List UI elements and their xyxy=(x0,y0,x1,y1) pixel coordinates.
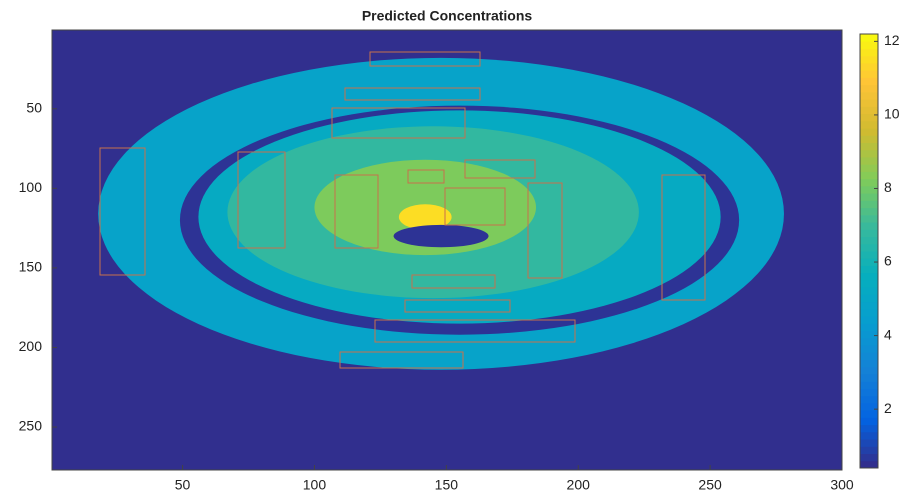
colorbar-cell xyxy=(860,244,878,252)
colorbar-cell xyxy=(860,171,878,179)
colorbar-cell xyxy=(860,432,878,440)
colorbar-cell xyxy=(860,135,878,143)
colorbar-cell xyxy=(860,367,878,375)
colorbar-cell xyxy=(860,229,878,237)
x-tick-label: 250 xyxy=(698,477,722,493)
x-tick-label: 300 xyxy=(830,477,854,493)
colorbar-cell xyxy=(860,34,878,42)
colorbar-cell xyxy=(860,128,878,136)
colorbar-cell xyxy=(860,143,878,151)
colorbar-cell xyxy=(860,287,878,295)
colorbar-cell xyxy=(860,309,878,317)
colorbar-cell xyxy=(860,70,878,78)
colorbar-tick-label: 6 xyxy=(884,253,892,269)
colorbar-cell xyxy=(860,215,878,223)
colorbar-cell xyxy=(860,396,878,404)
colorbar-cell xyxy=(860,85,878,93)
colorbar-tick-label: 2 xyxy=(884,400,892,416)
x-tick-label: 100 xyxy=(303,477,327,493)
y-tick-label: 250 xyxy=(19,418,43,434)
colorbar-cell xyxy=(860,302,878,310)
colorbar-cell xyxy=(860,374,878,382)
colorbar-cell xyxy=(860,222,878,230)
colorbar-cell xyxy=(860,77,878,85)
colorbar-cell xyxy=(860,179,878,187)
x-tick-label: 50 xyxy=(175,477,191,493)
colorbar-cell xyxy=(860,121,878,129)
colorbar-cell xyxy=(860,150,878,158)
chart-title: Predicted Concentrations xyxy=(362,8,533,24)
heatmap-image xyxy=(51,25,852,476)
colorbar-cell xyxy=(860,56,878,64)
colorbar-cell xyxy=(860,251,878,259)
colorbar-cell xyxy=(860,331,878,339)
colorbar-cell xyxy=(860,237,878,245)
colorbar-cell xyxy=(860,360,878,368)
colorbar-cell xyxy=(860,92,878,100)
colorbar-cell xyxy=(860,164,878,172)
colorbar-cell xyxy=(860,106,878,114)
colorbar-cell xyxy=(860,273,878,281)
chart: Predicted Concentrations 501001502002503… xyxy=(0,0,916,498)
colorbar-cell xyxy=(860,280,878,288)
y-tick-label: 200 xyxy=(19,338,43,354)
colorbar-cell xyxy=(860,410,878,418)
colorbar-cell xyxy=(860,446,878,454)
colorbar-cell xyxy=(860,294,878,302)
colorbar-cell xyxy=(860,454,878,462)
colorbar-cell xyxy=(860,157,878,165)
colorbar-cell xyxy=(860,208,878,216)
colorbar-tick-label: 12 xyxy=(884,32,900,48)
colorbar-cell xyxy=(860,425,878,433)
colorbar-cell xyxy=(860,193,878,201)
colorbar-cell xyxy=(860,388,878,396)
page: Predicted Concentrations 501001502002503… xyxy=(0,0,916,498)
colorbar-cell xyxy=(860,352,878,360)
x-tick-label: 150 xyxy=(435,477,459,493)
colorbar-cell xyxy=(860,417,878,425)
colorbar-cell xyxy=(860,381,878,389)
y-tick-label: 150 xyxy=(19,259,43,275)
colorbar-cell xyxy=(860,265,878,273)
colorbar-cell xyxy=(860,48,878,56)
colorbar-cell xyxy=(860,461,878,469)
colorbar-cell xyxy=(860,345,878,353)
colorbar-cell xyxy=(860,63,878,71)
colorbar-cell xyxy=(860,316,878,324)
colorbar-cell xyxy=(860,41,878,49)
colorbar-cell xyxy=(860,200,878,208)
y-tick-label: 100 xyxy=(19,179,43,195)
colorbar-cell xyxy=(860,99,878,107)
y-tick-label: 50 xyxy=(26,99,42,115)
colorbar-tick-label: 4 xyxy=(884,326,892,342)
colorbar-cell xyxy=(860,439,878,447)
x-tick-label: 200 xyxy=(567,477,591,493)
colorbar-cell xyxy=(860,323,878,331)
colorbar-tick-label: 8 xyxy=(884,179,892,195)
colorbar-cell xyxy=(860,186,878,194)
colorbar-tick-label: 10 xyxy=(884,106,900,122)
colorbar-cell xyxy=(860,338,878,346)
heat-region xyxy=(394,225,489,247)
